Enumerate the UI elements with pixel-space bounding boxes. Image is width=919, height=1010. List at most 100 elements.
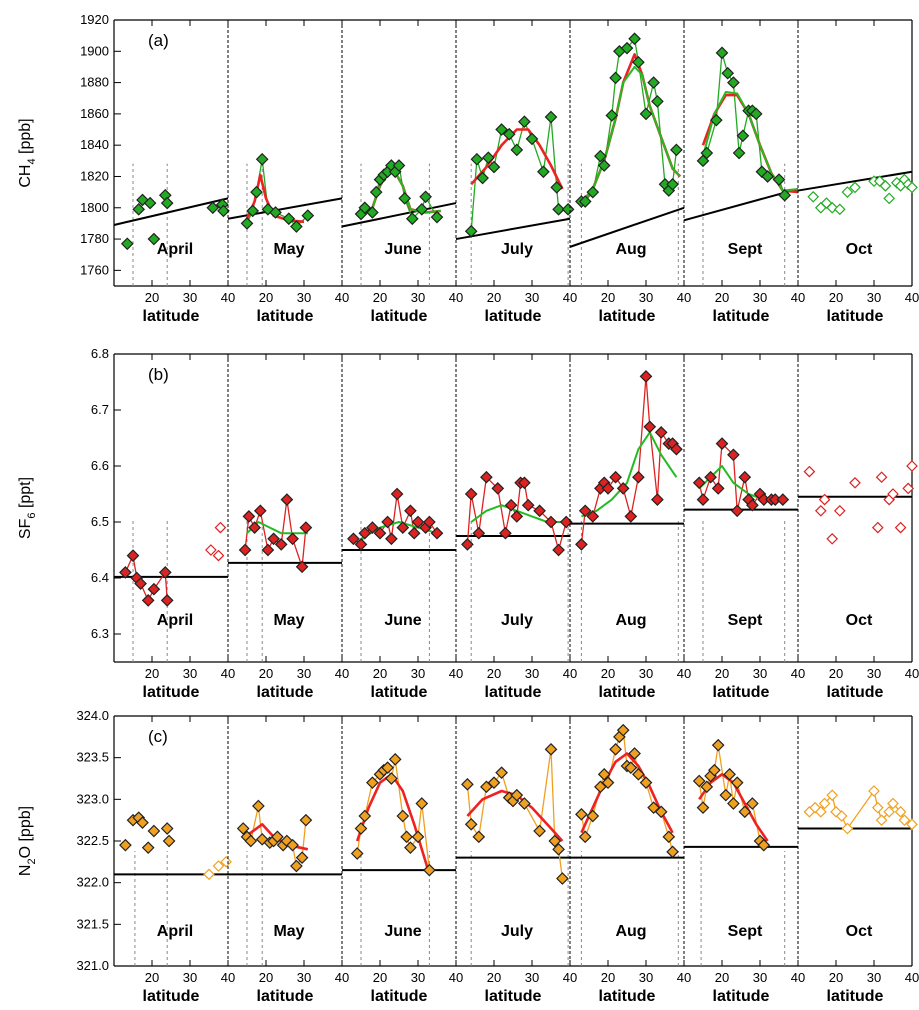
- x-tick-label: 30: [753, 666, 767, 681]
- data-point: [253, 504, 267, 518]
- data-point: [736, 129, 750, 143]
- data-point: [711, 482, 725, 495]
- smooth-curve: [580, 65, 681, 204]
- x-tick-label: 20: [715, 666, 729, 681]
- data-point: [423, 515, 436, 529]
- month-label: June: [384, 612, 421, 629]
- background-line: [797, 170, 913, 192]
- x-tick-label: 40: [335, 290, 349, 305]
- data-point: [544, 742, 558, 756]
- data-point: [160, 594, 174, 607]
- month-label: Oct: [846, 923, 873, 940]
- data-point-open: [873, 175, 886, 188]
- data-point: [757, 838, 771, 852]
- data-point-open: [809, 801, 821, 814]
- x-tick-label: 30: [867, 290, 881, 305]
- data-point-open: [875, 814, 888, 827]
- x-tick-label: 40: [677, 666, 691, 681]
- data-point: [495, 766, 508, 780]
- data-point: [350, 847, 364, 860]
- data-point: [723, 767, 736, 781]
- x-tick-label: 20: [601, 666, 615, 681]
- data-point: [578, 195, 592, 208]
- x-tick-label: 40: [335, 666, 349, 681]
- data-point: [510, 788, 524, 802]
- data-point: [461, 777, 474, 791]
- data-point: [419, 190, 432, 204]
- data-point: [366, 206, 379, 219]
- y-tick-label: 323.5: [76, 750, 109, 765]
- x-tick-label: 20: [259, 666, 273, 681]
- data-point: [238, 543, 252, 557]
- data-point: [502, 127, 516, 141]
- data-point: [552, 543, 565, 557]
- data-point: [480, 470, 493, 484]
- x-tick-label: 30: [183, 970, 197, 985]
- month-label: June: [384, 241, 421, 258]
- background-line: [113, 197, 229, 226]
- data-point-open: [883, 805, 896, 818]
- data-point: [597, 767, 611, 781]
- data-point: [206, 201, 220, 215]
- x-tick-label: 30: [867, 666, 881, 681]
- observation-line: [466, 749, 564, 879]
- background-line: [683, 188, 799, 222]
- data-point: [730, 776, 744, 790]
- month-label: May: [273, 612, 304, 629]
- data-point-open: [906, 181, 918, 194]
- data-point: [651, 95, 664, 108]
- x-tick-label: 40: [449, 290, 463, 305]
- x-axis-title: latitude: [485, 308, 542, 325]
- data-point: [578, 830, 592, 844]
- data-point: [119, 838, 132, 852]
- data-point: [666, 177, 679, 191]
- x-axis-title: latitude: [143, 988, 200, 1005]
- data-point: [464, 487, 478, 501]
- data-point: [366, 521, 379, 534]
- data-point: [366, 776, 379, 790]
- data-point: [134, 577, 147, 590]
- y-tick-label: 6.5: [91, 514, 109, 529]
- data-point-open: [212, 549, 225, 562]
- y-tick-label: 1900: [80, 43, 109, 58]
- data-point-open: [849, 476, 861, 489]
- y-tick-label: 1860: [80, 106, 109, 121]
- data-point: [299, 813, 313, 827]
- data-point: [261, 543, 275, 557]
- data-point: [525, 132, 539, 146]
- data-point: [119, 566, 132, 579]
- y-tick-label: 1760: [80, 262, 109, 277]
- x-tick-label: 40: [449, 666, 463, 681]
- month-label: April: [157, 923, 193, 940]
- data-point: [533, 504, 546, 518]
- data-point: [147, 582, 161, 596]
- data-point: [290, 859, 303, 873]
- x-tick-label: 30: [411, 970, 425, 985]
- data-point: [727, 448, 740, 462]
- data-point-open: [820, 197, 833, 209]
- data-point: [518, 797, 531, 810]
- data-point: [269, 206, 282, 219]
- data-point: [126, 549, 140, 562]
- data-point-open: [879, 180, 892, 192]
- x-tick-label: 40: [791, 290, 805, 305]
- data-point: [700, 146, 714, 160]
- month-label: Sept: [728, 241, 763, 258]
- data-point: [274, 538, 288, 551]
- data-point: [430, 210, 444, 224]
- data-point: [738, 470, 752, 484]
- data-point: [301, 209, 315, 222]
- y-tick-label: 6.7: [91, 402, 109, 417]
- x-tick-label: 20: [145, 666, 159, 681]
- data-point: [624, 761, 638, 775]
- x-axis-title: latitude: [257, 308, 314, 325]
- data-point-open: [814, 805, 827, 818]
- data-point: [373, 526, 387, 540]
- data-point: [594, 149, 607, 163]
- x-axis-title: latitude: [713, 684, 770, 701]
- data-point: [390, 487, 404, 501]
- data-point-open: [868, 785, 880, 797]
- data-point: [415, 202, 429, 216]
- data-point: [430, 526, 444, 540]
- data-point: [544, 110, 558, 124]
